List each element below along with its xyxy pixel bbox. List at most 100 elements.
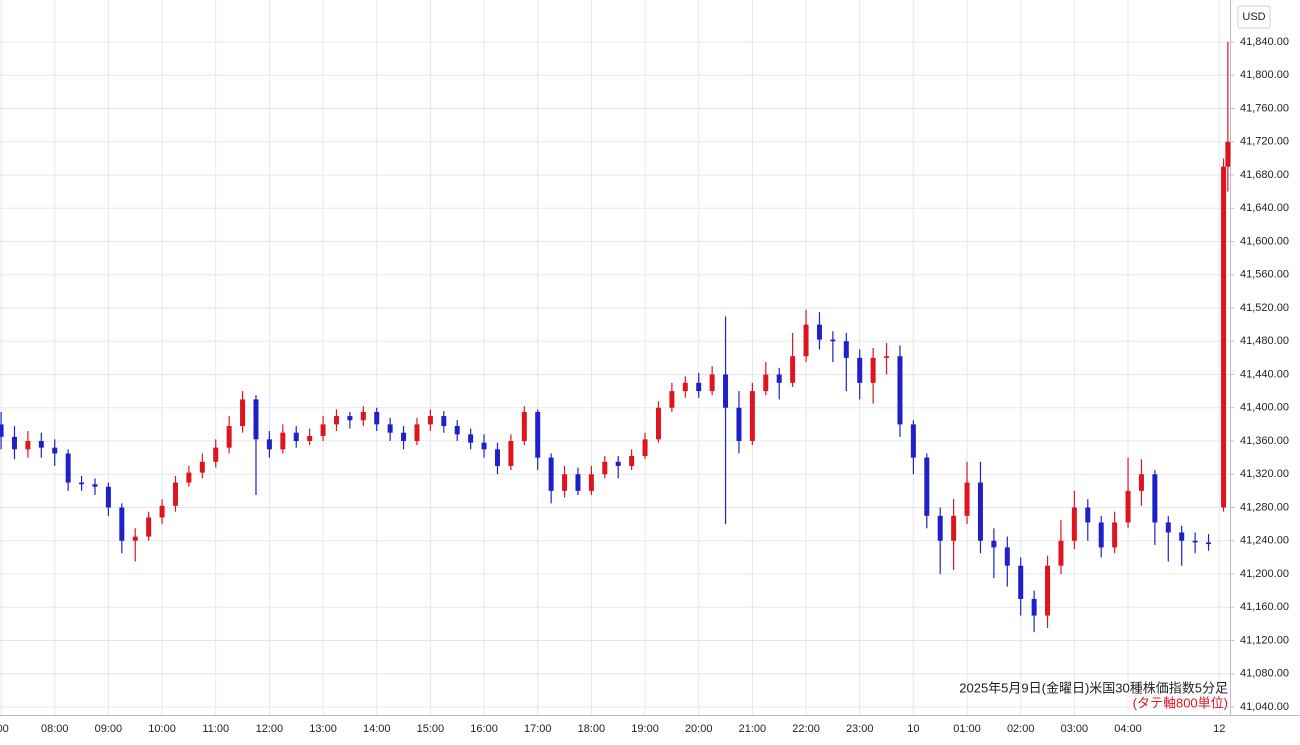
candle-body [951,515,957,541]
candle-body [884,356,890,358]
candle-body [105,486,111,508]
candle-body [1125,490,1131,523]
candle-body [521,411,527,441]
candle-body [347,416,353,421]
y-tick-label: 41,040.00 [1240,701,1289,713]
x-tick-label: 18:00 [578,723,606,735]
candle-body [696,382,702,392]
candle-body [92,484,98,487]
x-tick-label: 03:00 [1061,723,1089,735]
candle-body [240,399,246,427]
x-tick-label: 23:00 [846,723,874,735]
candle-body [937,515,943,541]
caption-note: (タテ軸800単位) [1133,695,1228,710]
candle-body [723,374,729,408]
candle-body [642,439,648,456]
candle-body [1192,540,1198,543]
y-tick-label: 41,480.00 [1240,335,1289,347]
y-tick-label: 41,640.00 [1240,202,1289,214]
candle-body [280,432,286,450]
candle-body [615,461,621,466]
candle-body [1152,474,1158,523]
candle-body [1085,507,1091,523]
candle-body [401,432,407,441]
candle-body [897,356,903,425]
y-tick-label: 41,080.00 [1240,668,1289,680]
y-tick-label: 41,600.00 [1240,235,1289,247]
candle-body [816,324,822,340]
candle-body [763,374,769,392]
candle-body [1138,474,1144,491]
x-tick-label: 08:00 [41,723,69,735]
candle-body [441,416,447,427]
candle-body [1058,540,1064,566]
candle-body [830,339,836,342]
candle-body [481,442,487,450]
candle-body [508,441,514,466]
candle-body [293,432,299,441]
candle-body [186,472,192,483]
candle-body [65,453,71,483]
x-tick-label: 16:00 [470,723,498,735]
candle-body [562,474,568,491]
candle-body [172,482,178,506]
x-tick-label: 21:00 [739,723,767,735]
candle-body [924,457,930,516]
candle-body [38,441,44,448]
candle-body [494,449,500,466]
x-tick-label: 01:00 [953,723,981,735]
candle-body [427,416,433,425]
candle-body [857,357,863,383]
candle-body [682,382,688,392]
x-tick-label: 14:00 [363,723,391,735]
candle-body [1018,565,1024,599]
candle-body [1206,542,1212,545]
candle-body [119,507,125,541]
y-tick-label: 41,520.00 [1240,302,1289,314]
x-tick-label: :00 [0,723,9,735]
y-tick-label: 41,840.00 [1240,36,1289,48]
candle-body [964,482,970,516]
x-tick-label: 17:00 [524,723,552,735]
candle-body [266,439,272,450]
candle-body [991,540,997,548]
y-tick-label: 41,160.00 [1240,601,1289,613]
candle-body [870,357,876,383]
candle-body [11,436,17,450]
candle-body [535,411,541,458]
y-tick-label: 41,560.00 [1240,269,1289,281]
y-tick-label: 41,400.00 [1240,402,1289,414]
currency-box [1237,5,1271,29]
candle-body [159,505,165,518]
candle-body [1071,507,1077,541]
y-tick-label: 41,720.00 [1240,136,1289,148]
x-tick-label: 09:00 [95,723,123,735]
y-tick-label: 41,800.00 [1240,69,1289,81]
candle-body [790,356,796,383]
y-tick-label: 41,200.00 [1240,568,1289,580]
y-tick-label: 41,360.00 [1240,435,1289,447]
y-tick-label: 41,240.00 [1240,535,1289,547]
x-tick-label: 20:00 [685,723,713,735]
candle-body [226,426,232,448]
x-tick-label: 15:00 [417,723,445,735]
candle-body [1225,141,1231,167]
candle-body [79,482,85,485]
candle-body [910,424,916,458]
candle-body [1221,166,1227,508]
candle-body [1098,522,1104,548]
candle-body [213,447,219,462]
candle-body [548,457,554,491]
candle-body [132,536,138,541]
candle-body [374,411,380,425]
candle-body [0,424,4,437]
candle-body [575,474,581,491]
candle-body [146,517,152,537]
candle-body [454,426,460,435]
candle-body [25,441,31,450]
candle-body [602,461,608,475]
candle-body [977,482,983,541]
candle-body [52,447,58,454]
